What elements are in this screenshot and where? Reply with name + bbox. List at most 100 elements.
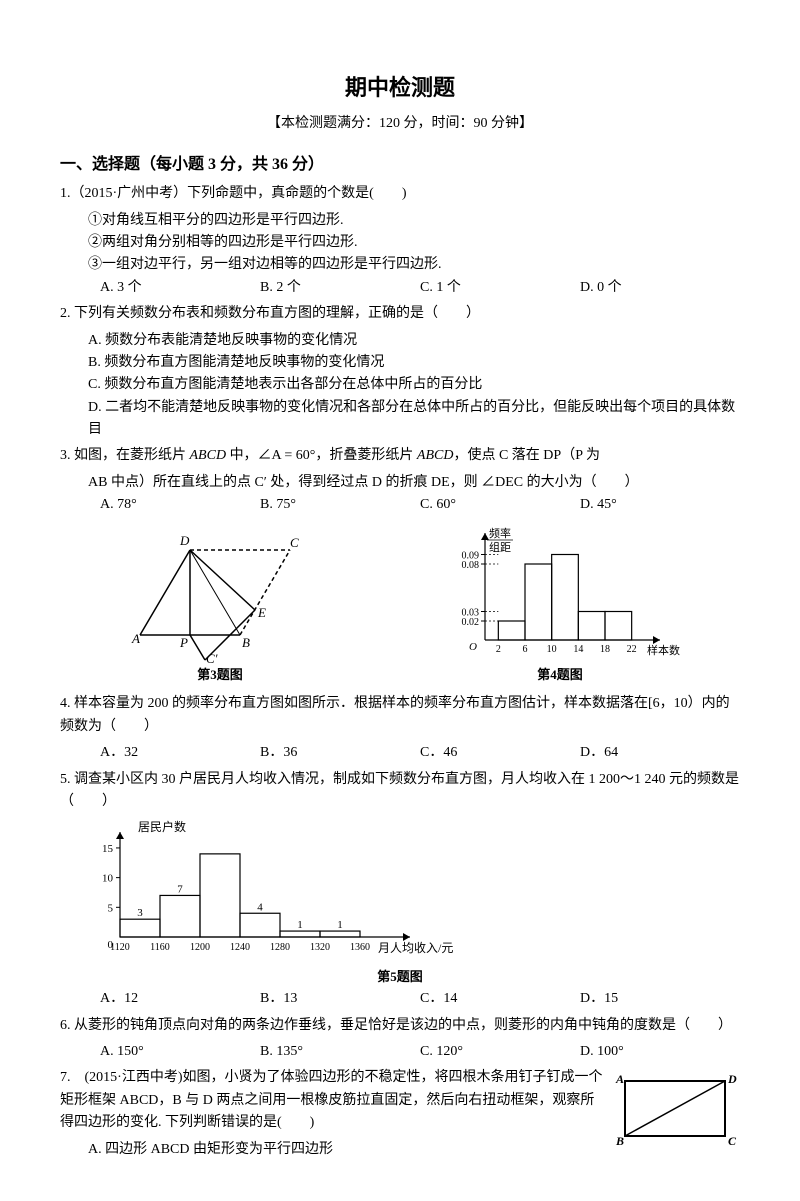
figure-3: A B C D P E C′ 第3题图 <box>120 525 320 686</box>
q1-sub2: ②两组对角分别相等的四边形是平行四边形. <box>60 232 740 254</box>
svg-text:频率: 频率 <box>489 526 511 540</box>
q1-sub3: ③一组对边平行，另一组对边相等的四边形是平行四边形. <box>60 254 740 276</box>
page-title: 期中检测题 <box>60 70 740 105</box>
q1-opt-a: A. 3 个 <box>100 277 260 299</box>
svg-text:1360: 1360 <box>350 942 370 953</box>
q5-stem: 5. 调查某小区内 30 户居民月人均收入情况，制成如下频数分布直方图，月人均收… <box>60 769 740 814</box>
svg-text:组距: 组距 <box>489 540 511 554</box>
q3-opt-c: C. 60° <box>420 494 580 516</box>
q7-opt-a: A. 四边形 ABCD 由矩形变为平行四边形 <box>60 1139 604 1161</box>
q6-options: A. 150° B. 135° C. 120° D. 100° <box>60 1041 740 1063</box>
svg-text:A: A <box>615 1072 624 1086</box>
svg-text:5: 5 <box>108 903 114 915</box>
svg-text:1280: 1280 <box>270 942 290 953</box>
svg-text:1320: 1320 <box>310 942 330 953</box>
q1-stem: 1.（2015·广州中考）下列命题中，真命题的个数是( ) <box>60 183 740 205</box>
q3-opt-b: B. 75° <box>260 494 420 516</box>
svg-text:1160: 1160 <box>150 942 170 953</box>
svg-text:C′: C′ <box>206 651 218 665</box>
svg-text:样本数据: 样本数据 <box>647 643 680 657</box>
q6-opt-b: B. 135° <box>260 1041 420 1063</box>
q3-stem: 3. 如图，在菱形纸片 ABCD 中，∠A = 60°，折叠菱形纸片 ABCD，… <box>60 445 740 467</box>
histogram-4: 0.090.080.030.022610141822O样本数据频率组距 <box>440 525 680 665</box>
svg-text:14: 14 <box>573 644 583 655</box>
svg-text:O: O <box>469 641 477 653</box>
q2-opt-a: A. 频数分布表能清楚地反映事物的变化情况 <box>60 330 740 352</box>
q1-sub1: ①对角线互相平分的四边形是平行四边形. <box>60 210 740 232</box>
svg-text:1200: 1200 <box>190 942 210 953</box>
q5-opt-c: C．14 <box>420 988 580 1010</box>
q4-stem: 4. 样本容量为 200 的频率分布直方图如图所示．根据样本的频率分布直方图估计… <box>60 693 740 738</box>
svg-text:1: 1 <box>297 919 303 931</box>
svg-text:0.08: 0.08 <box>462 560 480 571</box>
q3-options: A. 78° B. 75° C. 60° D. 45° <box>60 494 740 516</box>
svg-text:B: B <box>615 1134 624 1148</box>
section-heading: 一、选择题（每小题 3 分，共 36 分） <box>60 152 740 178</box>
svg-text:P: P <box>179 635 188 650</box>
q4-opt-b: B．36 <box>260 742 420 764</box>
q1-opt-c: C. 1 个 <box>420 277 580 299</box>
q4-opt-a: A．32 <box>100 742 260 764</box>
q3-abcd: ABCD <box>190 448 227 463</box>
svg-text:1240: 1240 <box>230 942 250 953</box>
q7-stem: 7. (2015·江西中考)如图，小贤为了体验四边形的不稳定性，将四根木条用钉子… <box>60 1067 604 1134</box>
figure-5: 510153741111201160120012401280132013600居… <box>60 817 740 988</box>
q6-opt-a: A. 150° <box>100 1041 260 1063</box>
figure-4: 0.090.080.030.022610141822O样本数据频率组距 第4题图 <box>440 525 680 686</box>
q4-opt-d: D．64 <box>580 742 740 764</box>
svg-text:10: 10 <box>102 873 114 885</box>
q3-stem2: AB 中点）所在直线上的点 C′ 处，得到经过点 D 的折痕 DE，则 ∠DEC… <box>60 472 740 494</box>
svg-text:10: 10 <box>547 644 557 655</box>
q7-row: 7. (2015·江西中考)如图，小贤为了体验四边形的不稳定性，将四根木条用钉子… <box>60 1063 740 1161</box>
rhombus-diagram: A B C D P E C′ <box>120 525 320 665</box>
fig4-caption: 第4题图 <box>440 665 680 686</box>
svg-text:A: A <box>131 631 140 646</box>
svg-text:4: 4 <box>257 902 263 914</box>
q3-opt-d: D. 45° <box>580 494 740 516</box>
q2-opt-c: C. 频数分布直方图能清楚地表示出各部分在总体中所占的百分比 <box>60 374 740 396</box>
q3-part3: ，使点 C 落在 DP（P 为 <box>453 448 600 463</box>
svg-text:0: 0 <box>108 939 114 951</box>
svg-text:22: 22 <box>627 644 637 655</box>
svg-text:E: E <box>257 605 266 620</box>
svg-text:2: 2 <box>496 644 501 655</box>
svg-text:7: 7 <box>177 884 183 896</box>
q2-opt-d: D. 二者均不能清楚地反映事物的变化情况和各部分在总体中所占的百分比，但能反映出… <box>60 397 740 442</box>
q1-options: A. 3 个 B. 2 个 C. 1 个 D. 0 个 <box>60 277 740 299</box>
svg-text:居民户数: 居民户数 <box>138 819 186 834</box>
rectangle-diagram: A D B C <box>610 1069 740 1149</box>
svg-text:15: 15 <box>102 843 114 855</box>
svg-text:18: 18 <box>600 644 610 655</box>
q2-opt-b: B. 频数分布直方图能清楚地反映事物的变化情况 <box>60 352 740 374</box>
svg-text:C: C <box>290 535 299 550</box>
svg-text:0.02: 0.02 <box>462 617 480 628</box>
svg-text:B: B <box>242 635 250 650</box>
q2-stem: 2. 下列有关频数分布表和频数分布直方图的理解，正确的是（ ） <box>60 303 740 325</box>
q3-part1: 3. 如图，在菱形纸片 <box>60 448 190 463</box>
q3-part2: 中，∠A = 60°，折叠菱形纸片 <box>226 448 417 463</box>
histogram-5: 510153741111201160120012401280132013600居… <box>60 817 460 967</box>
fig5-caption: 第5题图 <box>60 967 740 988</box>
svg-text:6: 6 <box>523 644 528 655</box>
svg-text:D: D <box>727 1072 737 1086</box>
q4-options: A．32 B．36 C．46 D．64 <box>60 742 740 764</box>
figure-7: A D B C <box>604 1063 740 1149</box>
subtitle: 【本检测题满分：120 分，时间：90 分钟】 <box>60 113 740 135</box>
figure-row-3-4: A B C D P E C′ 第3题图 0.090.080.030.022610… <box>60 525 740 686</box>
q1-opt-b: B. 2 个 <box>260 277 420 299</box>
svg-text:D: D <box>179 533 190 548</box>
q5-opt-a: A．12 <box>100 988 260 1010</box>
svg-text:1: 1 <box>337 919 343 931</box>
q6-stem: 6. 从菱形的钝角顶点向对角的两条边作垂线，垂足恰好是该边的中点，则菱形的内角中… <box>60 1015 740 1037</box>
q6-opt-d: D. 100° <box>580 1041 740 1063</box>
q1-opt-d: D. 0 个 <box>580 277 740 299</box>
q5-options: A．12 B．13 C．14 D．15 <box>60 988 740 1010</box>
svg-text:月人均收入/元: 月人均收入/元 <box>378 941 453 955</box>
q4-opt-c: C．46 <box>420 742 580 764</box>
q3-abcd2: ABCD <box>417 448 454 463</box>
q3-opt-a: A. 78° <box>100 494 260 516</box>
svg-text:3: 3 <box>137 908 143 920</box>
q5-opt-d: D．15 <box>580 988 740 1010</box>
fig3-caption: 第3题图 <box>120 665 320 686</box>
q5-opt-b: B．13 <box>260 988 420 1010</box>
